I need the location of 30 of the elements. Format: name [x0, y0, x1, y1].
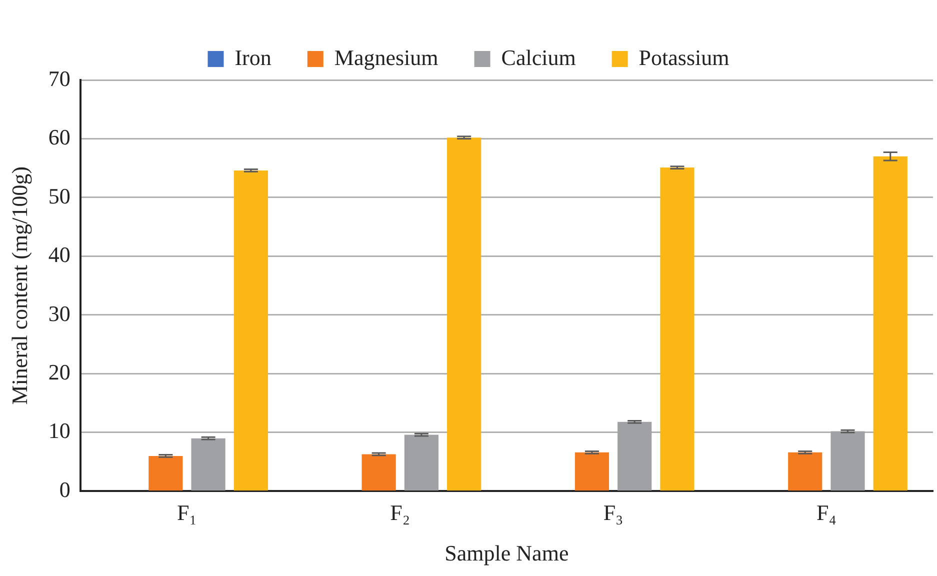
- bar: [148, 456, 183, 490]
- bar: [404, 434, 438, 490]
- y-tick-label: 20: [48, 359, 70, 384]
- bar: [830, 431, 865, 490]
- y-tick-label: 70: [48, 66, 70, 91]
- bar: [618, 422, 652, 490]
- legend-label: Iron: [234, 44, 272, 70]
- x-tick-label: F₁: [177, 500, 197, 526]
- legend-label: Magnesium: [334, 44, 438, 70]
- bar: [873, 156, 908, 490]
- x-axis-title: Sample Name: [444, 540, 569, 566]
- y-axis-title: Mineral content (mg/100g): [6, 166, 32, 405]
- bar: [234, 170, 268, 490]
- legend-label: Potassium: [638, 44, 730, 70]
- bar: [660, 168, 694, 490]
- x-tick-label: F₃: [603, 500, 624, 526]
- y-tick-label: 40: [48, 242, 70, 268]
- y-tick-label: 10: [48, 418, 70, 444]
- bar: [447, 138, 482, 490]
- y-tick-label: 60: [48, 124, 70, 150]
- bar: [191, 438, 226, 490]
- bar: [574, 452, 610, 490]
- x-tick-label: F₂: [390, 500, 410, 526]
- x-tick-label: F₄: [816, 500, 836, 526]
- bar: [362, 454, 396, 490]
- y-tick-label: 50: [48, 183, 70, 208]
- bar: [788, 452, 822, 490]
- y-tick-label: 0: [59, 476, 70, 502]
- legend-label: Calcium: [501, 44, 576, 70]
- y-tick-label: 30: [48, 300, 70, 326]
